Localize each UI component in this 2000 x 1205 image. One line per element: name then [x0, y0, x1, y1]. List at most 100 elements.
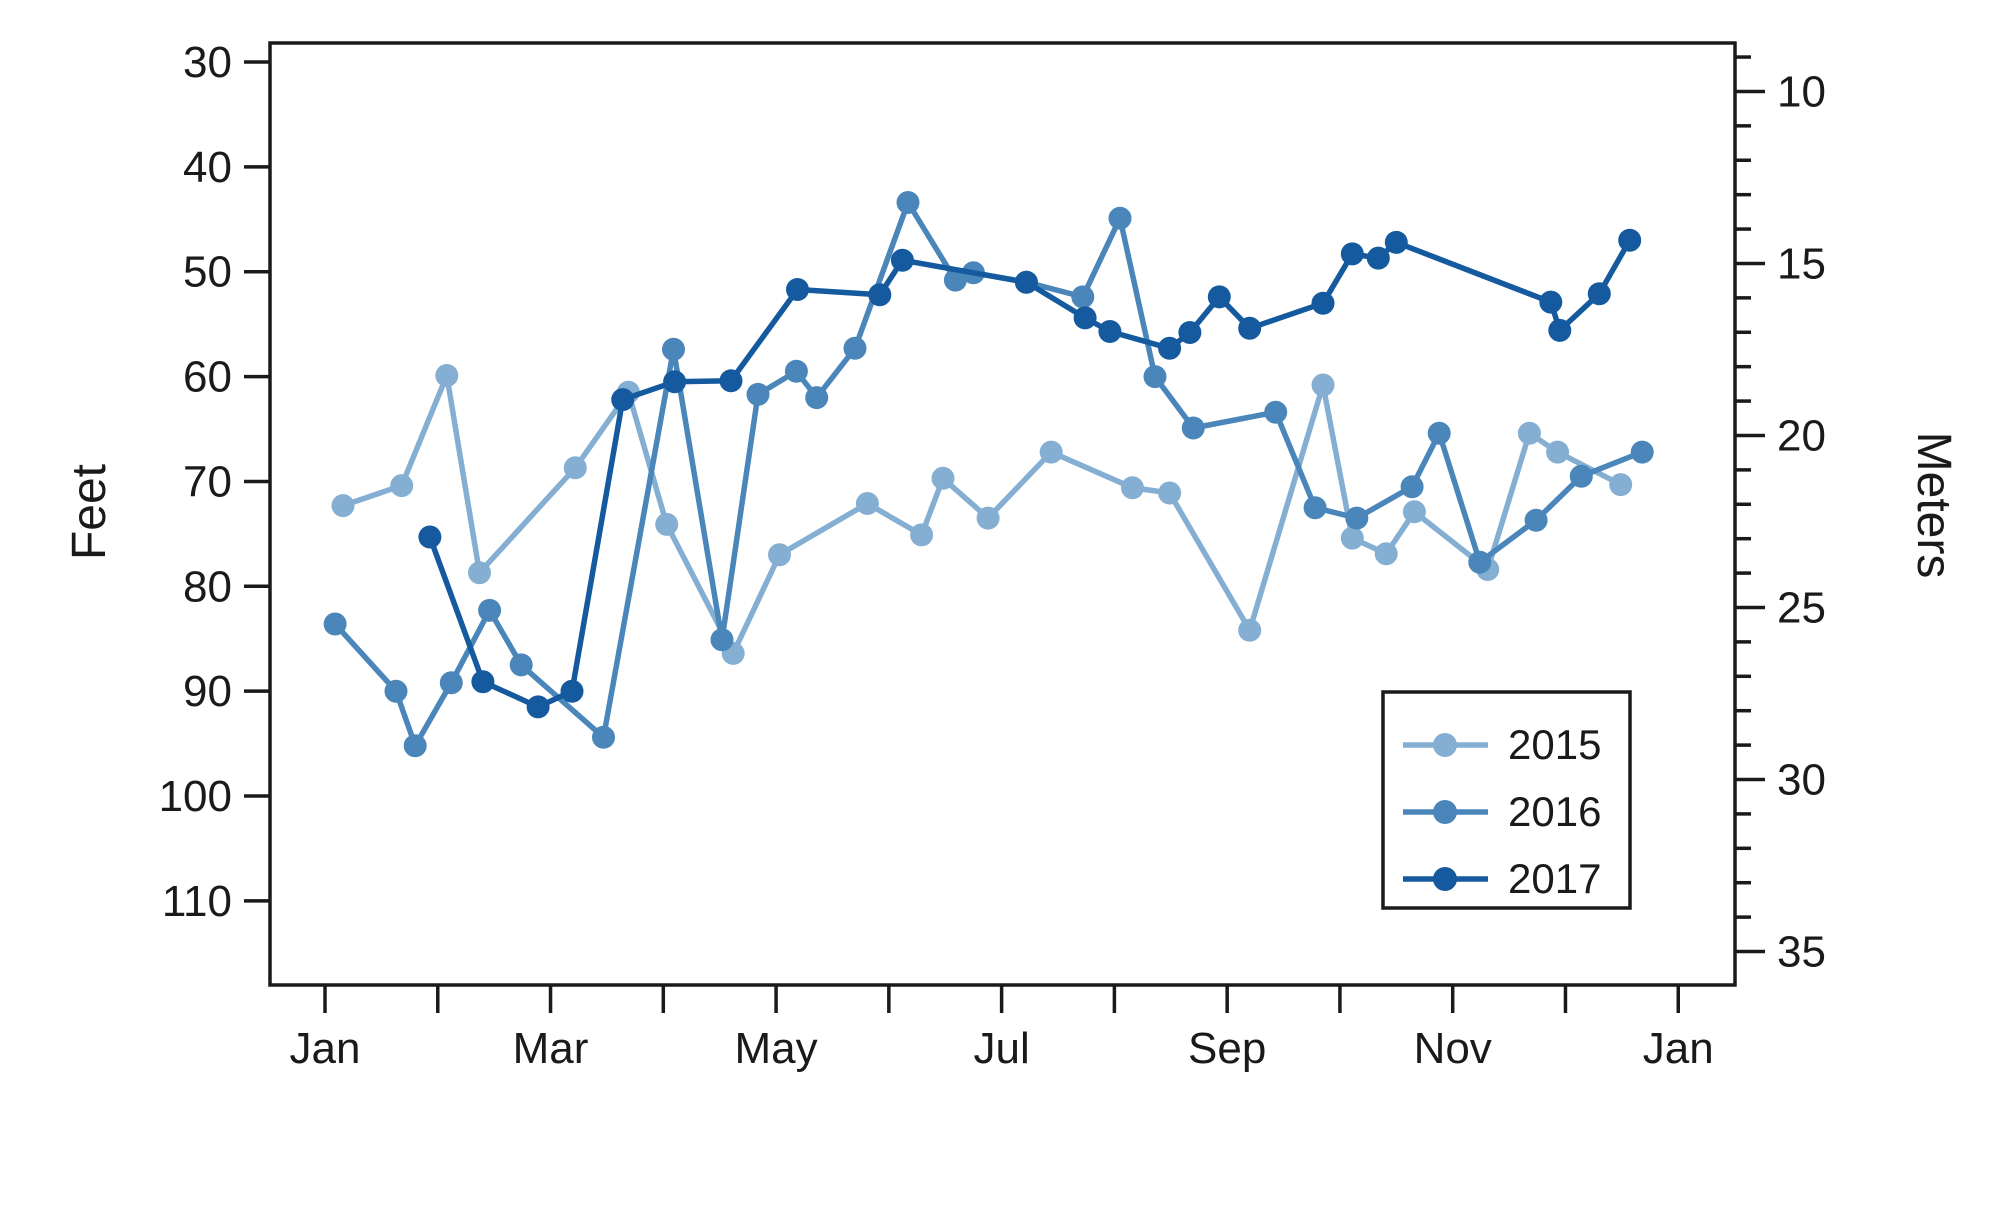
meters-tick-label: 30: [1777, 756, 1826, 805]
feet-tick-label: 60: [183, 353, 232, 402]
data-point-2016: [1143, 365, 1167, 389]
data-point-2015: [1402, 500, 1426, 524]
data-point-2017: [1238, 316, 1262, 340]
legend: 2015 2016 2017: [1381, 690, 1632, 910]
meters-tick-label: 35: [1777, 928, 1826, 977]
data-point-2015: [1546, 440, 1570, 464]
data-point-2016: [509, 653, 533, 677]
month-tick-label: Jul: [973, 1024, 1029, 1073]
data-point-2016: [1071, 285, 1095, 309]
legend-label: 2016: [1508, 788, 1601, 835]
right-axis-title: Meters: [1907, 432, 1960, 579]
legend-swatch-marker: [1433, 867, 1457, 891]
data-point-2015: [910, 523, 934, 547]
data-point-2016: [1427, 421, 1451, 445]
month-tick-label: Mar: [513, 1024, 589, 1073]
axis-ticks: 30 40 50 60 70 80 90 100 110 10 15 20 25 30 35 Jan Mar Ma…: [159, 38, 1826, 1073]
data-point-2015: [1517, 421, 1541, 445]
legend-item-2015: 2015: [1403, 721, 1601, 768]
data-point-2016: [1400, 475, 1424, 499]
month-tick-label: Sep: [1188, 1024, 1266, 1073]
data-point-2016: [843, 336, 867, 360]
data-point-2017: [1014, 270, 1038, 294]
meters-tick-label: 10: [1777, 67, 1826, 116]
data-point-2015: [1340, 526, 1364, 550]
legend-item-2017: 2017: [1403, 855, 1601, 902]
data-point-2016: [1264, 400, 1288, 424]
data-point-2016: [943, 268, 967, 292]
data-point-2017: [1366, 246, 1390, 270]
data-point-2017: [890, 248, 914, 272]
legend-swatch-marker: [1433, 800, 1457, 824]
data-point-2016: [1181, 416, 1205, 440]
data-point-2017: [1548, 318, 1572, 342]
feet-tick-label: 90: [183, 667, 232, 716]
data-series: [323, 191, 1654, 758]
data-point-2015: [1609, 473, 1633, 497]
data-point-2017: [1158, 336, 1182, 360]
data-point-2015: [435, 364, 459, 387]
legend-label: 2015: [1508, 721, 1601, 768]
data-point-2015: [563, 456, 587, 480]
data-point-2017: [611, 388, 635, 412]
data-point-2015: [390, 474, 414, 498]
data-point-2015: [1120, 476, 1144, 500]
legend-label: 2017: [1508, 855, 1601, 902]
data-point-2015: [1238, 618, 1262, 642]
data-point-2017: [1539, 290, 1563, 314]
data-point-2017: [1311, 291, 1335, 315]
data-point-2017: [1340, 242, 1364, 266]
data-point-2017: [719, 369, 743, 393]
data-point-2015: [1158, 481, 1182, 505]
month-tick-label: Jan: [290, 1024, 361, 1073]
data-point-2016: [1108, 206, 1132, 230]
data-point-2016: [439, 671, 463, 695]
data-point-2016: [746, 382, 770, 406]
data-point-2016: [784, 359, 808, 383]
series-2016: [323, 191, 1654, 758]
data-point-2015: [1311, 373, 1335, 397]
data-point-2017: [471, 670, 495, 694]
data-point-2015: [468, 561, 491, 585]
data-point-2016: [662, 337, 685, 361]
data-point-2016: [1630, 440, 1654, 464]
feet-tick-label: 100: [159, 772, 232, 821]
data-point-2017: [560, 679, 584, 703]
data-point-2017: [868, 283, 892, 307]
left-axis-title: Feet: [63, 464, 116, 560]
legend-box: [1381, 690, 1632, 910]
data-point-2017: [1618, 228, 1642, 252]
feet-tick-label: 40: [183, 143, 232, 192]
data-point-2015: [655, 512, 679, 536]
data-point-2016: [384, 679, 408, 703]
series-2015: [331, 364, 1633, 665]
feet-tick-label: 110: [162, 877, 232, 926]
data-point-2016: [592, 725, 615, 749]
data-point-2017: [1587, 282, 1611, 306]
meters-tick-label: 25: [1777, 583, 1826, 632]
data-point-2017: [1207, 285, 1231, 309]
feet-tick-label: 30: [183, 38, 232, 87]
data-point-2016: [478, 598, 502, 622]
data-point-2017: [1073, 306, 1097, 330]
data-point-2015: [855, 492, 879, 515]
data-point-2015: [331, 494, 355, 518]
data-point-2015: [976, 506, 1000, 530]
month-tick-label: May: [735, 1024, 818, 1073]
data-point-2015: [1374, 542, 1398, 566]
data-point-2017: [663, 370, 687, 394]
month-tick-label: Jan: [1643, 1024, 1714, 1073]
data-point-2016: [805, 386, 829, 410]
data-point-2017: [526, 695, 550, 719]
data-point-2016: [1569, 464, 1593, 488]
data-point-2016: [1524, 508, 1548, 532]
data-point-2016: [1345, 506, 1369, 530]
feet-tick-label: 50: [183, 248, 232, 297]
feet-tick-label: 70: [183, 457, 232, 506]
meters-tick-label: 15: [1777, 239, 1826, 288]
data-point-2016: [710, 628, 734, 652]
series-2017: [418, 228, 1642, 719]
data-point-2017: [418, 525, 442, 549]
